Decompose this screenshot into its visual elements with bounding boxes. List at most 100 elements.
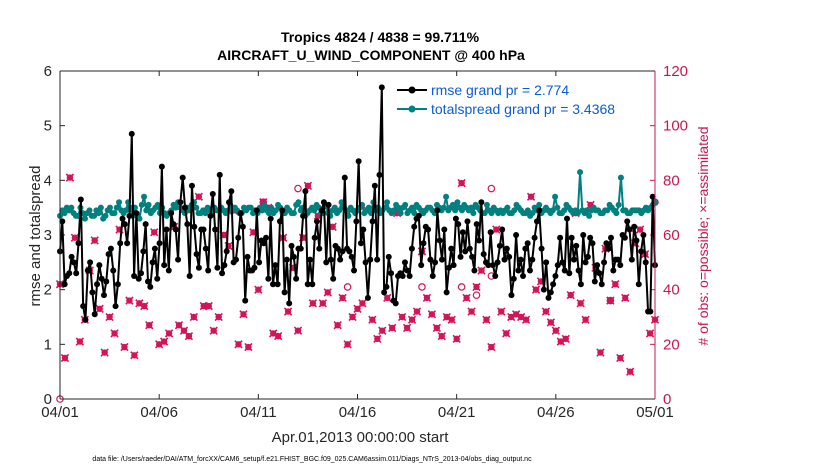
rmse-point — [640, 232, 647, 238]
obs-assimilated-cross — [432, 323, 441, 333]
obs-assimilated-cross — [189, 312, 199, 322]
obs-assimilated-marker — [338, 293, 347, 303]
rmse-point — [568, 234, 575, 241]
obs-assimilated-cross — [551, 326, 560, 335]
totalspread-point — [97, 204, 104, 211]
obs-assimilated-cross — [611, 280, 620, 289]
rmse-point — [84, 267, 91, 274]
rmse-point — [478, 199, 485, 206]
obs-assimilated-marker — [521, 315, 531, 324]
rmse-point — [100, 292, 107, 299]
obs-assimilated-cross — [596, 348, 605, 357]
rmse-point — [226, 199, 233, 206]
obs-assimilated-marker — [447, 315, 456, 324]
rmse-point — [457, 253, 464, 260]
rmse-point — [480, 251, 487, 258]
rmse-point — [545, 294, 552, 301]
obs-assimilated-marker — [140, 301, 149, 311]
rmse-point — [441, 226, 448, 233]
rmse-point — [557, 234, 564, 241]
rmse-point — [471, 267, 478, 274]
rmse-point — [408, 245, 415, 252]
rmse-point — [135, 275, 142, 282]
obs-assimilated-marker — [353, 304, 362, 313]
obs-assimilated-cross — [645, 329, 655, 338]
rmse-point — [214, 264, 221, 271]
obs-assimilated-cross — [467, 307, 476, 316]
rmse-point — [191, 223, 198, 230]
obs-assimilated-cross — [492, 225, 501, 234]
rmse-point — [182, 204, 189, 211]
rmse-point — [172, 226, 179, 233]
rmse-point — [577, 281, 584, 288]
rmse-point — [610, 267, 617, 274]
rmse-point — [175, 256, 182, 263]
obs-possible-marker — [418, 283, 426, 291]
totalspread-point — [504, 204, 511, 211]
rmse-point — [103, 278, 110, 285]
obs-assimilated-marker — [561, 334, 570, 344]
obs-assimilated-marker — [397, 312, 407, 322]
obs-assimilated-marker — [477, 266, 486, 275]
rmse-point — [184, 221, 191, 228]
obs-assimilated-marker — [209, 326, 218, 335]
rmse-point — [163, 226, 170, 233]
rmse-point — [260, 240, 267, 247]
rmse-point — [536, 207, 543, 214]
obs-assimilated-marker — [437, 331, 446, 341]
rmse-point — [144, 278, 151, 285]
rmse-point — [195, 264, 202, 271]
obs-assimilated-marker — [70, 233, 80, 242]
y-right-tick-label: 120 — [663, 63, 688, 80]
totalspread-point — [552, 193, 559, 200]
obs-assimilated-cross — [244, 342, 253, 352]
rmse-point — [494, 259, 501, 266]
totalspread-point — [397, 210, 404, 217]
obs-assimilated-cross — [105, 312, 114, 322]
obs-assimilated-cross — [95, 304, 104, 313]
legend-totalspread-marker — [408, 105, 416, 113]
obs-possible-marker — [294, 184, 302, 193]
obs-assimilated-marker — [244, 342, 253, 352]
rmse-point — [105, 251, 112, 258]
obs-assimilated-marker — [90, 236, 99, 245]
rmse-point — [110, 267, 117, 274]
rmse-point — [256, 259, 263, 266]
rmse-point — [253, 207, 260, 214]
obs-assimilated-cross — [497, 307, 506, 316]
rmse-point — [492, 273, 499, 279]
obs-assimilated-cross — [303, 181, 313, 190]
rmse-point — [70, 259, 77, 266]
y-right-tick-label: 0 — [663, 391, 671, 408]
rmse-point — [425, 226, 432, 233]
rmse-point — [418, 262, 425, 269]
rmse-point — [508, 292, 515, 299]
rmse-point — [126, 212, 133, 219]
obs-assimilated-cross — [626, 367, 635, 376]
rmse-point — [77, 196, 84, 203]
rmse-point — [469, 253, 476, 260]
rmse-point — [147, 283, 154, 290]
obs-assimilated-marker — [159, 337, 169, 346]
rmse-point — [399, 273, 406, 279]
rmse-point — [598, 281, 605, 288]
obs-assimilated-marker — [541, 307, 551, 316]
rmse-point — [432, 259, 439, 266]
totalspread-point — [561, 207, 568, 214]
totalspread-point — [483, 201, 490, 208]
rmse-point — [309, 281, 316, 288]
y-tick-label: 5 — [44, 118, 52, 135]
x-axis-label: Apr.01,2013 00:00:00 start — [272, 429, 450, 446]
y-tick-label: 0 — [44, 391, 52, 408]
obs-possible-marker — [487, 184, 496, 193]
obs-assimilated-marker — [303, 181, 313, 190]
rmse-point — [313, 218, 320, 225]
totalspread-point — [536, 201, 543, 208]
rmse-point — [170, 221, 177, 228]
rmse-point — [445, 264, 452, 271]
obs-assimilated-marker — [189, 312, 199, 322]
totalspread-point — [102, 212, 109, 219]
x-tick-label: 04/16 — [339, 404, 377, 421]
rmse-point — [501, 256, 508, 263]
